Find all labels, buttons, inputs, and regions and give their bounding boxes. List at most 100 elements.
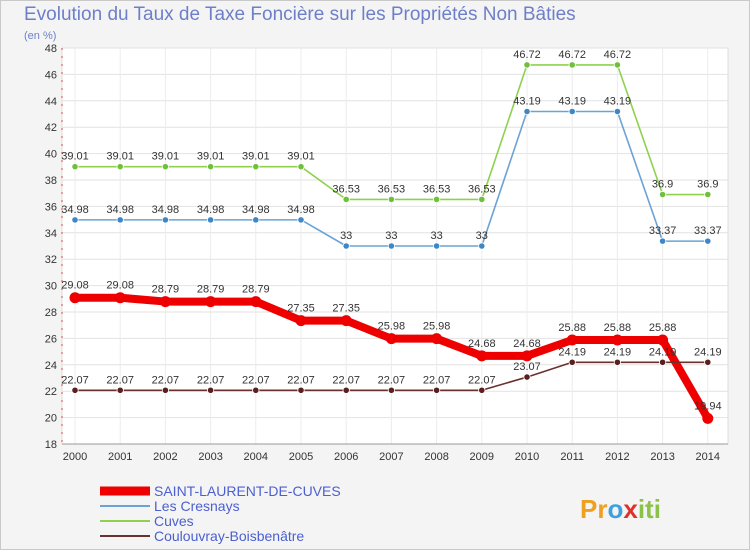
data-label: 39.01 <box>242 151 270 163</box>
svg-text:Proxiti: Proxiti <box>580 494 661 524</box>
data-point <box>702 412 714 424</box>
data-point <box>161 163 169 171</box>
y-tick-label: 36 <box>45 201 57 213</box>
data-point <box>385 333 397 345</box>
data-label: 34.98 <box>197 204 225 216</box>
data-point <box>252 163 260 171</box>
data-label: 22.07 <box>423 374 451 386</box>
x-tick-label: 2001 <box>108 451 132 463</box>
y-tick-label: 46 <box>45 69 57 81</box>
data-label: 36.53 <box>378 183 406 195</box>
data-point <box>613 358 622 366</box>
brand-prefix: Pr <box>580 494 607 524</box>
data-point <box>250 296 262 308</box>
chart-title: Evolution du Taux de Taxe Foncière sur l… <box>24 4 576 25</box>
data-label: 36.53 <box>423 183 451 195</box>
data-label: 36.9 <box>697 179 718 191</box>
brand-suffix: iti <box>638 494 661 524</box>
data-label: 24.68 <box>513 338 541 350</box>
data-point <box>432 386 441 394</box>
data-label: 22.07 <box>468 374 496 386</box>
y-tick-label: 20 <box>45 413 57 425</box>
data-point <box>342 195 350 204</box>
data-label: 28.79 <box>242 284 270 296</box>
data-point <box>704 190 712 199</box>
data-label: 25.88 <box>649 322 677 334</box>
data-point <box>657 334 669 346</box>
y-tick-label: 24 <box>45 360 57 372</box>
data-point <box>568 61 576 69</box>
data-point <box>159 296 171 308</box>
data-label: 19.94 <box>694 400 722 412</box>
data-point <box>114 292 126 304</box>
y-tick-label: 30 <box>45 281 57 293</box>
data-label: 33 <box>385 230 397 242</box>
data-label: 39.01 <box>61 151 89 163</box>
data-point <box>566 334 578 346</box>
data-point <box>71 163 79 171</box>
data-point <box>568 107 576 116</box>
data-point <box>432 242 441 250</box>
data-label: 24.19 <box>558 346 586 358</box>
data-label: 24.68 <box>468 338 496 350</box>
data-point <box>704 237 712 245</box>
y-tick-label: 18 <box>45 439 57 451</box>
data-label: 43.19 <box>513 95 541 107</box>
data-label-layer: 39.01 39.01 39.01 39.01 39.01 39.01 36.53 36.53… <box>61 49 721 412</box>
data-label: 33 <box>476 230 488 242</box>
data-label: 22.07 <box>287 374 315 386</box>
data-label: 23.07 <box>513 361 541 373</box>
data-point <box>161 386 169 394</box>
data-point <box>297 216 305 224</box>
data-label: 36.9 <box>652 179 673 191</box>
data-point <box>207 216 215 224</box>
series-layer <box>69 61 714 424</box>
data-point <box>116 386 124 394</box>
data-label: 34.98 <box>242 204 270 216</box>
data-point <box>342 386 350 394</box>
data-label: 25.88 <box>558 322 586 334</box>
data-label: 39.01 <box>106 151 134 163</box>
data-label: 25.98 <box>423 321 451 333</box>
data-point <box>658 237 667 245</box>
data-point <box>613 61 622 69</box>
data-label: 43.19 <box>604 95 632 107</box>
x-tick-label: 2000 <box>63 451 87 463</box>
y-tick-label: 40 <box>45 149 57 161</box>
x-tick-label: 2005 <box>289 451 313 463</box>
data-point <box>342 242 350 250</box>
brand-x: x <box>623 494 638 524</box>
data-label: 46.72 <box>604 49 632 61</box>
data-label: 34.98 <box>61 204 89 216</box>
data-label: 28.79 <box>152 284 180 296</box>
data-label: 29.08 <box>106 280 134 292</box>
data-label: 22.07 <box>332 374 360 386</box>
data-label: 34.98 <box>106 204 134 216</box>
data-point <box>387 386 395 394</box>
legend-label: SAINT-LAURENT-DE-CUVES <box>154 483 341 499</box>
data-label: 43.19 <box>558 95 586 107</box>
data-label: 22.07 <box>152 374 180 386</box>
data-label: 22.07 <box>242 374 270 386</box>
y-tick-label: 34 <box>45 228 57 240</box>
y-tick-label: 44 <box>45 96 57 108</box>
data-point <box>71 386 79 394</box>
data-label: 36.53 <box>332 183 360 195</box>
data-label: 28.79 <box>197 284 225 296</box>
legend-label: Les Cresnays <box>154 498 240 514</box>
data-label: 33.37 <box>694 225 722 237</box>
data-label: 22.07 <box>197 374 225 386</box>
y-tick-label: 28 <box>45 307 57 319</box>
data-label: 33 <box>430 230 442 242</box>
data-label: 34.98 <box>287 204 315 216</box>
data-point <box>523 373 531 381</box>
data-point <box>658 358 667 366</box>
data-point <box>116 163 124 171</box>
data-point <box>613 107 622 116</box>
data-label: 39.01 <box>287 151 315 163</box>
data-label: 39.01 <box>197 151 225 163</box>
data-label: 24.19 <box>649 346 677 358</box>
data-point <box>387 195 395 204</box>
